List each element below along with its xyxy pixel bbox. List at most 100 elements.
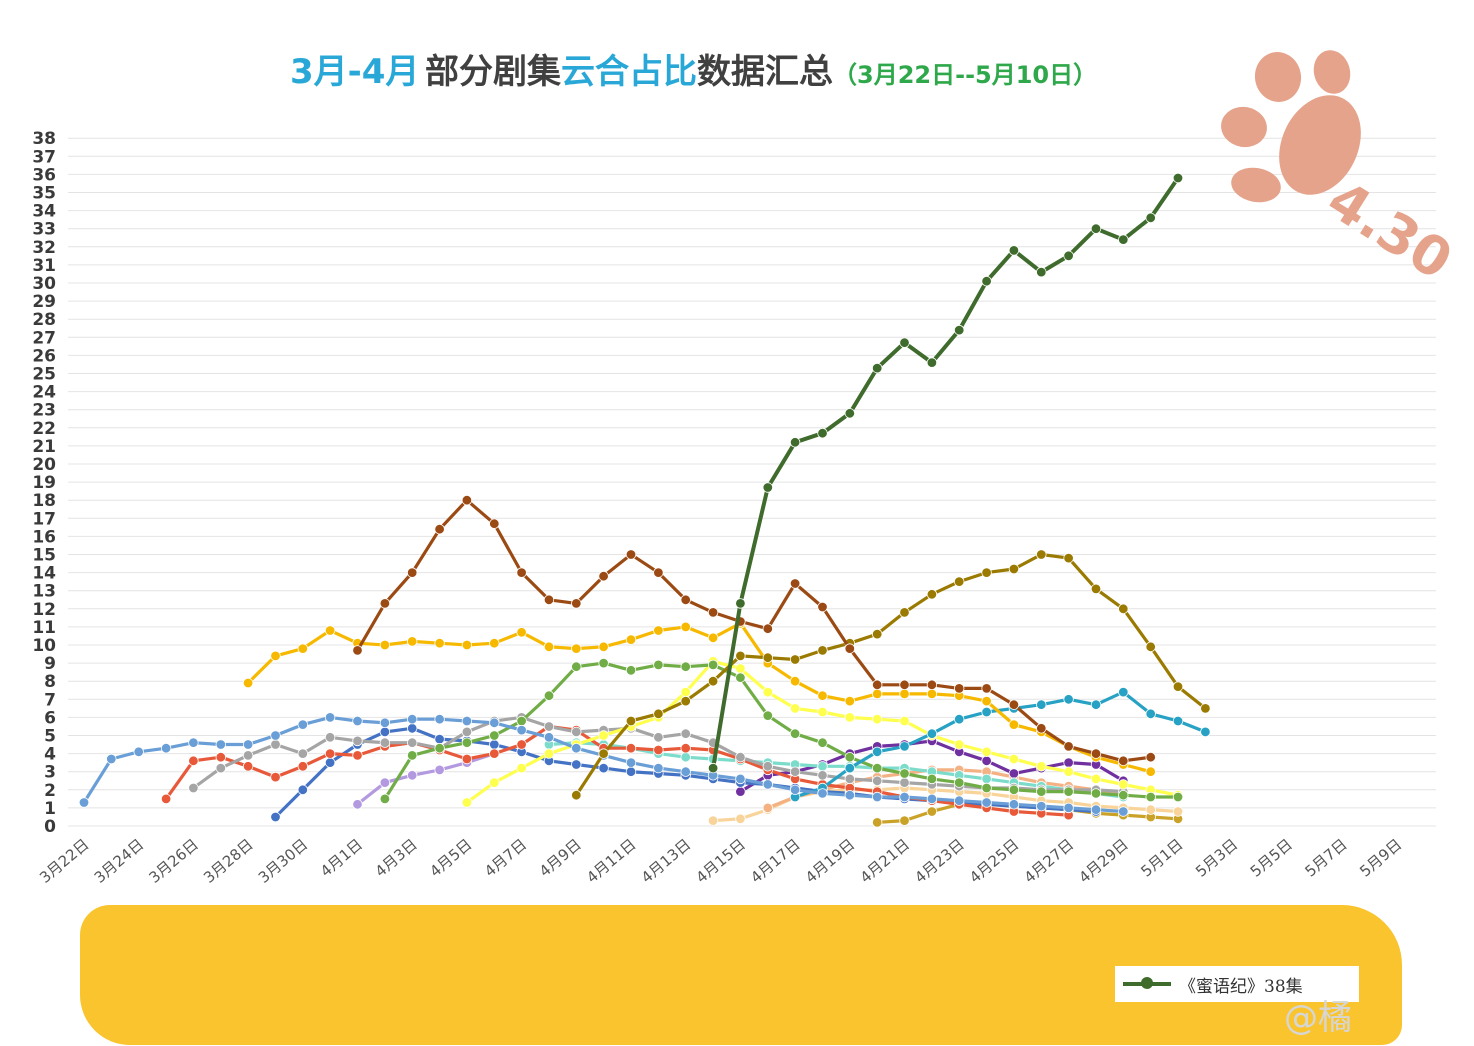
data-point [653, 708, 664, 720]
data-point [817, 737, 828, 748]
data-point [981, 706, 992, 718]
y-tick-label: 35 [32, 184, 56, 204]
series-line [246, 621, 1152, 774]
data-point [352, 715, 363, 727]
data-point [789, 578, 801, 589]
data-point [516, 567, 527, 578]
data-point [461, 753, 473, 765]
data-point [434, 714, 445, 725]
data-point [516, 739, 527, 750]
data-point [707, 607, 719, 618]
data-point [1063, 552, 1074, 564]
y-tick-label: 15 [32, 546, 56, 566]
y-tick-label: 11 [32, 618, 56, 638]
data-point [789, 766, 801, 777]
chart-legend: 《蜜语纪》38集 [1115, 966, 1359, 1002]
data-point [1063, 802, 1074, 814]
data-point [1200, 726, 1211, 738]
y-tick-label: 36 [32, 165, 56, 185]
data-point [954, 739, 965, 750]
data-point [1145, 212, 1156, 224]
data-point [270, 771, 281, 783]
y-tick-label: 34 [32, 202, 56, 222]
data-point [242, 677, 254, 689]
data-point [1172, 715, 1184, 727]
data-point [981, 276, 992, 287]
y-tick-label: 26 [32, 346, 56, 366]
data-point [1063, 694, 1074, 705]
data-point [899, 688, 910, 700]
data-point [489, 717, 500, 729]
data-point [625, 743, 637, 754]
y-tick-label: 29 [32, 292, 56, 312]
data-point [242, 761, 254, 772]
y-tick-label: 0 [44, 817, 56, 837]
data-point [352, 750, 363, 761]
y-tick-label: 12 [32, 600, 56, 620]
x-tick-label: 4月19日 [802, 835, 858, 886]
data-point [872, 775, 883, 787]
data-point [1145, 766, 1156, 777]
data-point [489, 748, 500, 759]
data-point [1172, 791, 1184, 803]
data-point [680, 695, 691, 707]
data-point [1090, 788, 1102, 799]
data-point [789, 676, 801, 687]
data-point [899, 777, 910, 788]
data-point [735, 752, 746, 763]
data-point [680, 728, 691, 739]
data-point [598, 641, 609, 653]
y-tick-label: 6 [44, 708, 56, 728]
data-point [817, 788, 828, 799]
y-axis-tick-labels: 0123456789101112131415161718192021222324… [32, 129, 56, 837]
data-point [899, 791, 910, 803]
data-point [625, 766, 637, 777]
data-point [598, 571, 609, 582]
data-point [1008, 799, 1020, 810]
data-point [270, 811, 281, 823]
data-point [899, 337, 910, 348]
chart-series [78, 172, 1211, 828]
data-point [954, 576, 965, 587]
data-point [242, 750, 254, 761]
y-tick-label: 1 [44, 799, 56, 819]
data-point [516, 724, 527, 736]
data-point [379, 726, 391, 738]
data-point [543, 594, 555, 606]
data-point [707, 676, 719, 687]
x-tick-label: 3月30日 [255, 835, 311, 886]
data-point [981, 746, 992, 758]
data-point [324, 732, 336, 743]
data-point [571, 743, 582, 754]
data-point [1090, 748, 1102, 759]
data-point [1063, 250, 1074, 262]
data-point [680, 594, 691, 606]
data-point [297, 719, 309, 730]
data-point [735, 773, 746, 785]
data-point [324, 625, 336, 636]
data-point [1036, 800, 1047, 812]
data-point [625, 757, 637, 768]
data-point [707, 762, 719, 774]
data-point [352, 799, 363, 810]
data-point [735, 598, 746, 609]
data-point [872, 817, 883, 828]
data-point [106, 753, 117, 765]
data-point [1090, 773, 1102, 785]
data-point [598, 730, 609, 741]
data-point [1008, 245, 1020, 256]
data-point [625, 549, 637, 560]
data-point [379, 598, 391, 609]
title-metric: 云合占比 [561, 52, 698, 92]
x-tick-label: 5月9日 [1356, 835, 1405, 880]
data-point [680, 686, 691, 698]
data-point [625, 634, 637, 645]
data-point [981, 683, 992, 694]
data-point [1090, 583, 1102, 595]
data-point [379, 793, 391, 805]
y-tick-label: 18 [32, 491, 56, 511]
y-tick-label: 20 [32, 455, 56, 475]
x-tick-label: 4月17日 [747, 835, 803, 886]
data-point [1036, 266, 1047, 278]
y-tick-label: 10 [32, 636, 56, 656]
